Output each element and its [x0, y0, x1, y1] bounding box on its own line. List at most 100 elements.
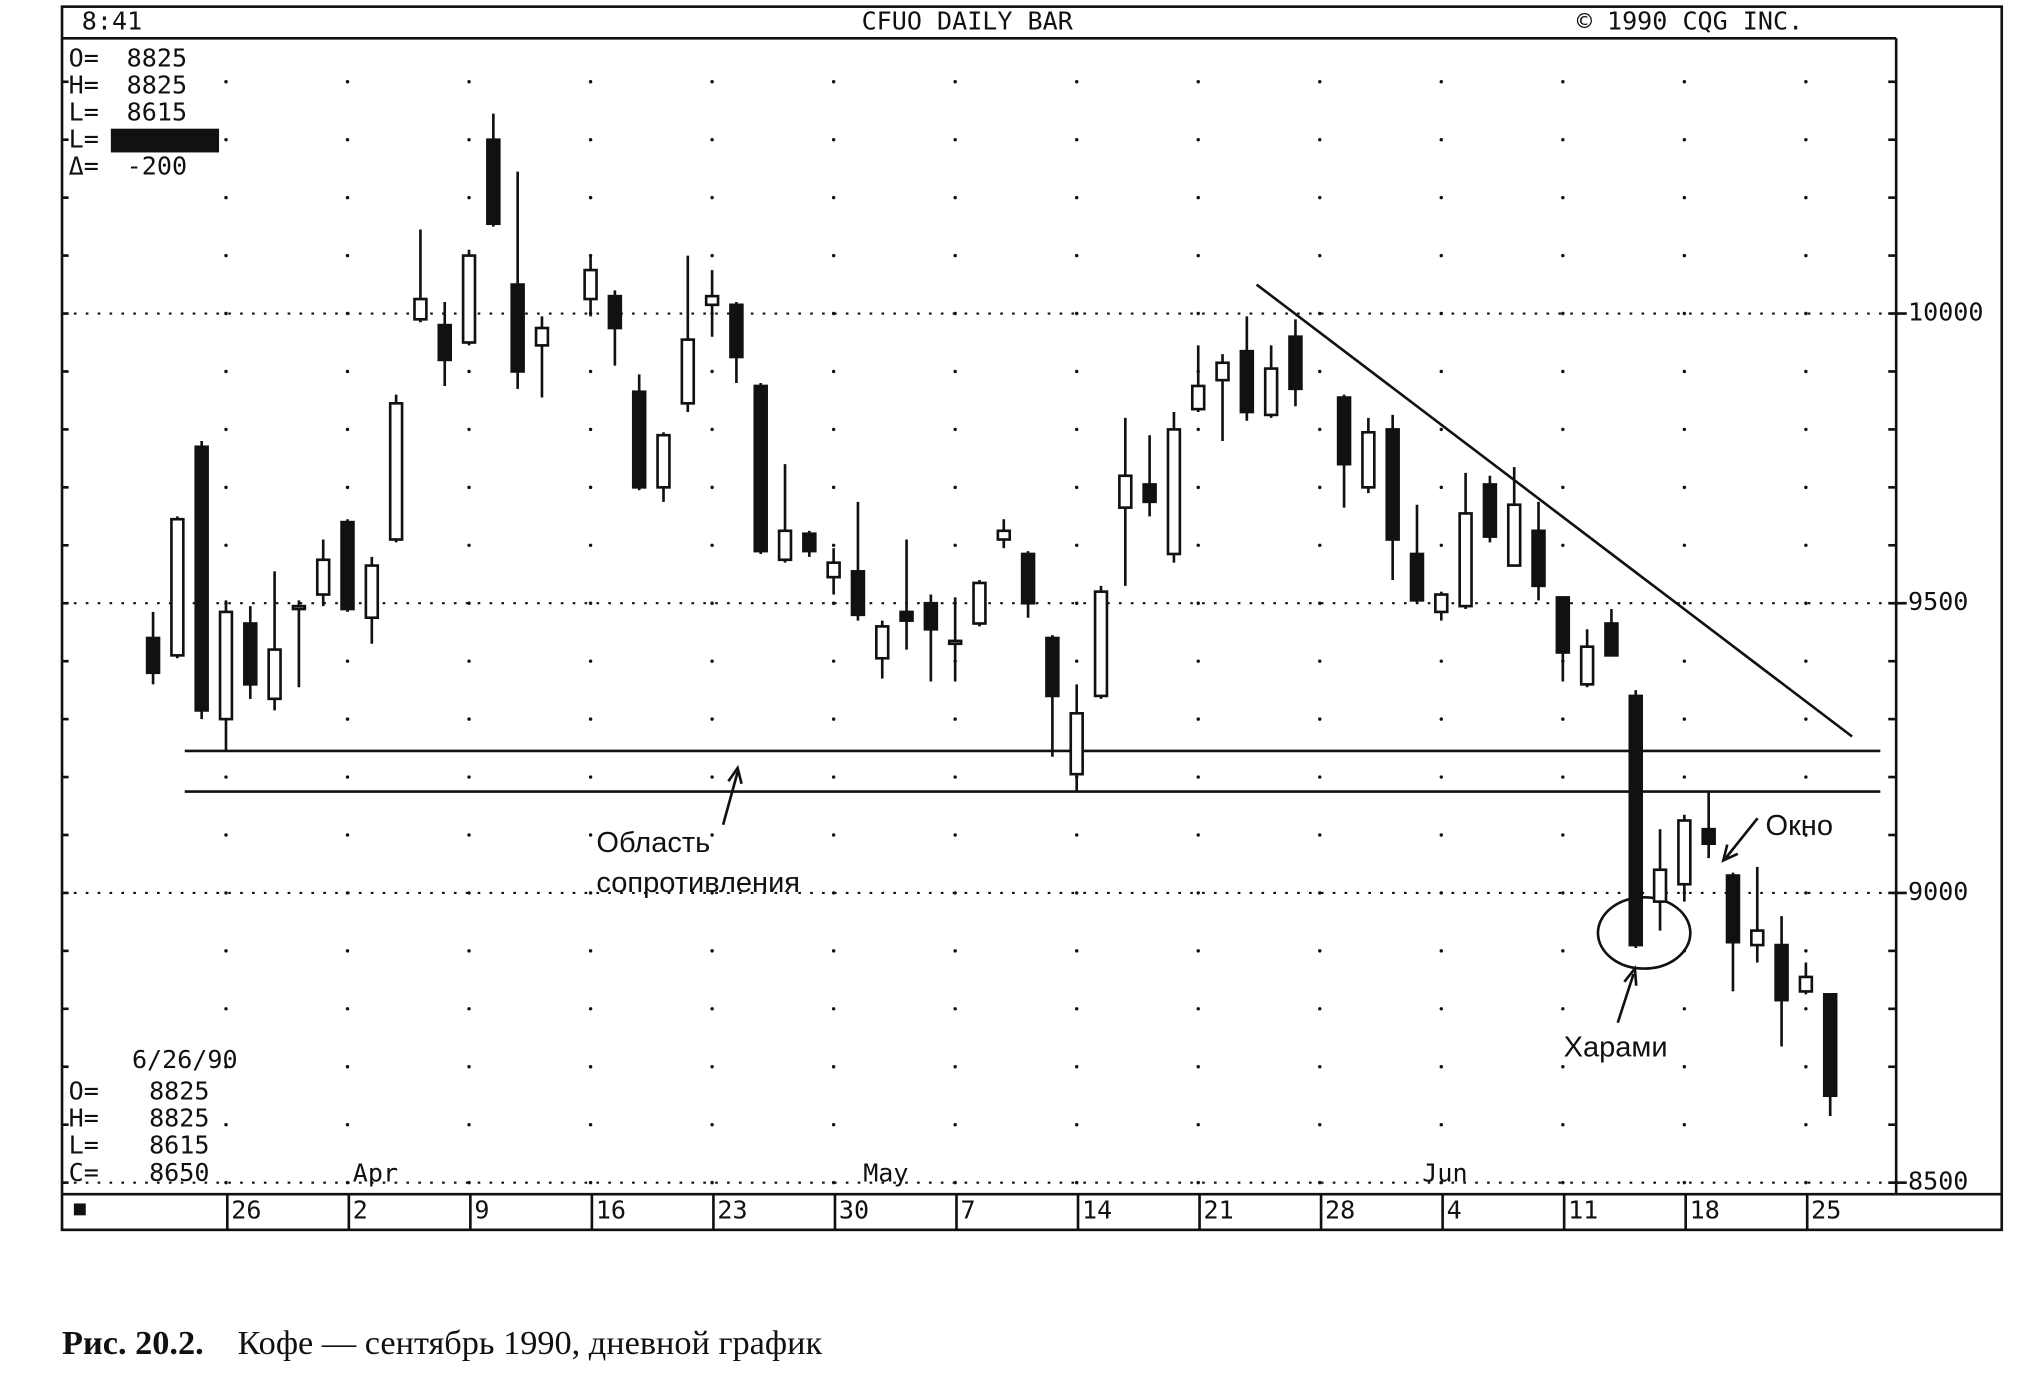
arrows [721, 764, 1759, 1024]
readout-value: 8825 [127, 70, 187, 99]
grid-dot [1074, 427, 1079, 432]
grid-dot [1804, 485, 1808, 490]
candle-body [243, 622, 258, 686]
candle-body [850, 570, 866, 617]
grid-dot [1804, 775, 1808, 779]
candle-body [388, 402, 404, 541]
grid-dot [831, 253, 836, 258]
grid-dot [1561, 427, 1565, 432]
grid-dot [345, 659, 350, 663]
readout-highlight [110, 128, 220, 153]
candle-body [1142, 483, 1157, 504]
grid-dot [953, 1122, 957, 1127]
grid-dot [467, 1007, 471, 1011]
grid-dot [467, 485, 471, 490]
grid-dot [588, 659, 593, 663]
candle-body [1288, 335, 1303, 391]
candle-body [437, 323, 452, 362]
grid-dot [1196, 659, 1200, 663]
grid-dot [1074, 601, 1079, 605]
grid-dot [1561, 543, 1565, 548]
grid-dot [1074, 659, 1079, 663]
grid-dot [710, 891, 714, 895]
grid-dot [1196, 137, 1200, 142]
grid-dot [1682, 949, 1687, 953]
candle-body [1118, 474, 1133, 509]
grid-dot [345, 253, 350, 258]
candle-body [1750, 929, 1765, 947]
candle-body [923, 601, 939, 631]
grid-dot [1804, 949, 1808, 953]
grid-dot [1804, 717, 1808, 721]
candle-body [218, 610, 234, 721]
grid-dot [1439, 427, 1444, 432]
grid-dot [345, 1122, 350, 1127]
grid-dot [1074, 485, 1079, 490]
grid-dot [224, 949, 228, 953]
grid-dot [1561, 1180, 1565, 1185]
grid-dot [224, 833, 228, 837]
grid-dot [224, 369, 228, 374]
candle-body [1263, 367, 1279, 417]
candle-body [656, 433, 671, 489]
grid-dot [1682, 1007, 1687, 1011]
x-tick-label: 16 [596, 1195, 626, 1224]
grid-dot [1074, 1180, 1079, 1185]
grid-dot [1439, 485, 1444, 490]
header-title: CFUO DAILY BAR [862, 6, 1074, 35]
annotation: Харами [1564, 1032, 1668, 1064]
grid-dot [710, 427, 714, 432]
grid-dot [953, 485, 957, 490]
grid-dot [1196, 717, 1200, 721]
grid-dot [710, 775, 714, 779]
grid-dot [1561, 195, 1565, 200]
grid-dot [710, 80, 714, 84]
month-label: May [863, 1158, 908, 1187]
grid-dot [1804, 1180, 1808, 1185]
grid-dot [831, 1122, 836, 1127]
grid-dot [1318, 659, 1322, 663]
grid-dot [1439, 195, 1444, 200]
grid-dot [1682, 253, 1687, 258]
grid-dot [1804, 1122, 1808, 1127]
grid-dot [588, 80, 593, 84]
grid-dot [467, 717, 471, 721]
annotation: сопротивления [596, 867, 800, 899]
grid-dot [588, 543, 593, 548]
x-tick-label: 2 [353, 1195, 368, 1224]
grid-dot [345, 427, 350, 432]
grid-dot [831, 949, 836, 953]
readout-value: 8615 [149, 1131, 209, 1160]
grid-dot [467, 543, 471, 548]
grid-dot [1804, 543, 1808, 548]
y-tick-label: 9000 [1908, 877, 1968, 906]
grid-dot [831, 601, 836, 605]
grid-dot [588, 891, 593, 895]
grid-dot [710, 369, 714, 374]
grid-dot [1318, 1065, 1322, 1069]
grid-dot [1196, 1180, 1200, 1185]
candle-body [1701, 827, 1716, 846]
candle-body [1069, 711, 1084, 776]
grid-dot [467, 775, 471, 779]
grid-dot [224, 1065, 228, 1069]
readout-label: L= [69, 1131, 99, 1160]
grid-dot [710, 1122, 714, 1127]
grid-dot [588, 949, 593, 953]
grid-dot [1682, 1180, 1687, 1185]
grid-dot [345, 80, 350, 84]
grid-dot [1804, 1065, 1808, 1069]
candle-body [194, 445, 209, 712]
grid-dot [1682, 485, 1687, 490]
grid-dot [588, 717, 593, 721]
caption-figure: Рис. 20.2. [62, 1324, 204, 1362]
grid-dot [1196, 949, 1200, 953]
grid-dot [467, 1180, 471, 1185]
grid-dot [1074, 195, 1079, 200]
grid-dot [953, 195, 957, 200]
grid-dot [953, 717, 957, 721]
grid-dot [467, 949, 471, 953]
readout-value: 8825 [127, 43, 187, 72]
y-tick-label: 10000 [1908, 298, 1983, 327]
grid-dot [1682, 775, 1687, 779]
